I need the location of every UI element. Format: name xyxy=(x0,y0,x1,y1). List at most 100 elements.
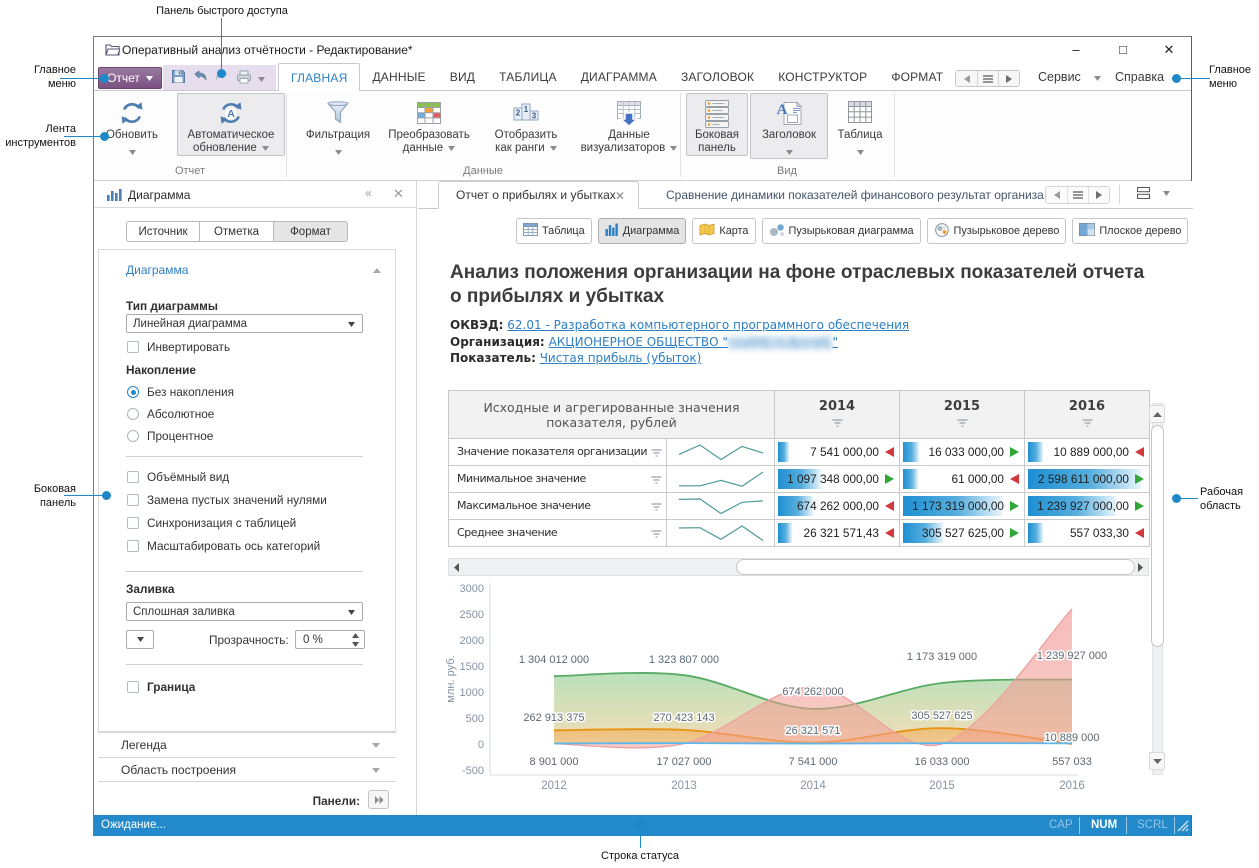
callout-dot xyxy=(1172,494,1181,503)
dropdown-icon[interactable] xyxy=(258,71,265,85)
callout-dot xyxy=(217,69,226,78)
ribbon-tab-bar: ГЛАВНАЯ ДАННЫЕ ВИД ТАБЛИЦА ДИАГРАММА ЗАГОЛОВО… xyxy=(278,63,955,91)
doc-tab-comparison[interactable]: Сравнение динамики показателей финансово… xyxy=(658,181,1044,209)
ribbon-button[interactable]: Данные визуализаторов xyxy=(574,93,684,156)
undo-icon[interactable] xyxy=(192,70,208,86)
filter-funnel-icon[interactable] xyxy=(651,528,662,542)
section-plot-area[interactable]: Область построения xyxy=(98,757,396,782)
scroll-left-icon[interactable] xyxy=(454,563,459,572)
side-tab-формат[interactable]: Формат xyxy=(274,221,348,242)
scrollbar-thumb[interactable] xyxy=(736,559,1135,575)
increase-arrow-icon xyxy=(1135,474,1144,484)
ribbon-button[interactable]: Таблица xyxy=(833,93,887,159)
vertical-scrollbar[interactable] xyxy=(1149,403,1165,775)
invert-checkbox[interactable]: Инвертировать xyxy=(127,340,230,354)
side-tab-источник[interactable]: Источник xyxy=(126,221,200,242)
scroll-up-icon[interactable] xyxy=(1149,405,1165,423)
side-tab-отметка[interactable]: Отметка xyxy=(200,221,274,242)
close-button[interactable]: ✕ xyxy=(1163,42,1175,57)
section-legend[interactable]: Легенда xyxy=(98,732,396,757)
nav-menu-icon[interactable] xyxy=(1067,187,1088,203)
ribbon-tab-диаграмма[interactable]: ДИАГРАММА xyxy=(580,70,657,84)
ribbon-button[interactable]: Фильтрация xyxy=(300,93,376,159)
ribbon-button[interactable]: A Автоматическое обновление xyxy=(177,93,285,156)
report-link[interactable]: АКЦИОНЕРНОЕ ОБЩЕСТВО "НАИМЕНОВАНИЕ" xyxy=(548,334,839,349)
nav-left-icon[interactable] xyxy=(1046,187,1067,203)
year-label: 2015 xyxy=(943,398,981,414)
ribbon-tab-главная[interactable]: ГЛАВНАЯ xyxy=(278,63,361,91)
print-icon[interactable] xyxy=(236,70,252,87)
radio-абсолютное[interactable]: Абсолютное xyxy=(127,407,214,421)
callout-work-area: Рабочая область xyxy=(1200,486,1244,512)
table-view-icon xyxy=(523,223,538,239)
report-link[interactable]: Чистая прибыль (убыток) xyxy=(539,351,702,365)
horizontal-scrollbar[interactable] xyxy=(448,558,1149,576)
collapse-panel-icon[interactable]: « xyxy=(365,186,372,200)
checkbox-масштабировать-ось-категорий[interactable]: Масштабировать ось категорий xyxy=(127,539,320,553)
spinner-arrows-icon[interactable] xyxy=(352,633,359,647)
radio-label: Абсолютное xyxy=(147,407,215,421)
resize-grip-icon[interactable] xyxy=(1175,818,1189,832)
view-button-таблица[interactable]: Таблица xyxy=(516,218,592,244)
nav-left-icon[interactable] xyxy=(956,71,977,86)
view-button-диаграмма[interactable]: Диаграмма xyxy=(597,218,687,244)
ribbon-button[interactable]: 2 1 3 Отобразить как ранги xyxy=(482,93,570,156)
checkbox-замена-пустых-значений-нулями[interactable]: Замена пустых значений нулями xyxy=(127,493,327,507)
maximize-button[interactable]: □ xyxy=(1119,42,1127,57)
ribbon-tab-конструктор[interactable]: КОНСТРУКТОР xyxy=(778,70,868,84)
svg-text:16 033 000: 16 033 000 xyxy=(914,756,969,768)
menu-help[interactable]: Справка xyxy=(1115,70,1165,84)
scroll-down-icon[interactable] xyxy=(1149,752,1165,770)
close-icon[interactable]: ✕ xyxy=(614,189,625,203)
report-link[interactable]: 62.01 - Разработка компьютерного програм… xyxy=(507,318,910,332)
checkbox-объёмный-вид[interactable]: Объёмный вид xyxy=(127,470,229,484)
nav-right-icon[interactable] xyxy=(998,71,1019,86)
ribbon-button[interactable]: Боковая панель xyxy=(686,93,748,156)
menu-service[interactable]: Сервис xyxy=(1038,70,1081,84)
ribbon-button[interactable]: Преобразовать данные xyxy=(380,93,478,156)
filter-funnel-icon[interactable] xyxy=(651,501,662,515)
ribbon-button[interactable]: Обновить xyxy=(98,93,166,159)
panels-expand-button[interactable] xyxy=(368,790,389,809)
view-button-плоское-дерево[interactable]: Плоское дерево xyxy=(1072,218,1189,244)
radio-без-накопления[interactable]: Без накопления xyxy=(127,385,234,399)
filter-funnel-icon[interactable] xyxy=(651,474,662,488)
close-panel-icon[interactable]: ✕ xyxy=(393,186,404,201)
view-button-пузырьковое-дерево[interactable]: Пузырьковое дерево xyxy=(926,218,1067,244)
filter-funnel-icon[interactable] xyxy=(1025,417,1149,431)
ribbon-tab-формат[interactable]: ФОРМАТ xyxy=(891,70,944,84)
chart-type-select[interactable]: Линейная диаграмма xyxy=(126,314,363,333)
minimize-button[interactable]: – xyxy=(1072,42,1080,57)
table-row: Значение показателя организации 7 541 000… xyxy=(448,438,1150,466)
scroll-right-icon[interactable] xyxy=(1138,563,1143,572)
view-button-пузырьковая-диаграмма[interactable]: Пузырьковая диаграмма xyxy=(761,218,921,244)
chevron-up-icon[interactable] xyxy=(373,268,381,273)
ribbon-button-label: Данные визуализаторов xyxy=(581,129,678,155)
fill-select[interactable]: Сплошная заливка xyxy=(126,602,363,621)
layout-split-button[interactable] xyxy=(1136,186,1170,200)
section-chart-header[interactable]: Диаграмма xyxy=(126,263,189,277)
ribbon-group-label: Вид xyxy=(777,165,797,177)
scrollbar-thumb[interactable] xyxy=(1151,425,1164,647)
radio-процентное[interactable]: Процентное xyxy=(127,429,213,443)
ribbon-tab-вид[interactable]: ВИД xyxy=(449,70,476,84)
fill-color-dropdown[interactable] xyxy=(126,630,154,649)
ribbon-tab-заголовок[interactable]: ЗАГОЛОВОК xyxy=(680,70,755,84)
filter-funnel-icon[interactable] xyxy=(651,447,662,461)
ribbon-tab-таблица[interactable]: ТАБЛИЦА xyxy=(499,70,557,84)
save-icon[interactable] xyxy=(171,69,186,87)
border-checkbox[interactable]: Граница xyxy=(127,680,195,694)
report-menu-button[interactable]: Отчет xyxy=(98,67,162,89)
ribbon-tab-данные[interactable]: ДАННЫЕ xyxy=(372,70,426,84)
nav-right-icon[interactable] xyxy=(1088,187,1109,203)
ribbon-button[interactable]: A Заголовок xyxy=(750,93,828,159)
nav-menu-icon[interactable] xyxy=(977,71,998,86)
invert-label: Инвертировать xyxy=(147,340,231,354)
filter-funnel-icon[interactable] xyxy=(900,417,1024,431)
view-button-карта[interactable]: Карта xyxy=(692,218,756,244)
doc-tab-profit-report[interactable]: Отчет о прибылях и убытках ✕ xyxy=(438,181,639,209)
checkbox-синхронизация-с-таблицей[interactable]: Синхронизация с таблицей xyxy=(127,516,296,530)
filter-funnel-icon[interactable] xyxy=(775,417,899,431)
transparency-spinner[interactable]: 0 % xyxy=(295,630,365,649)
